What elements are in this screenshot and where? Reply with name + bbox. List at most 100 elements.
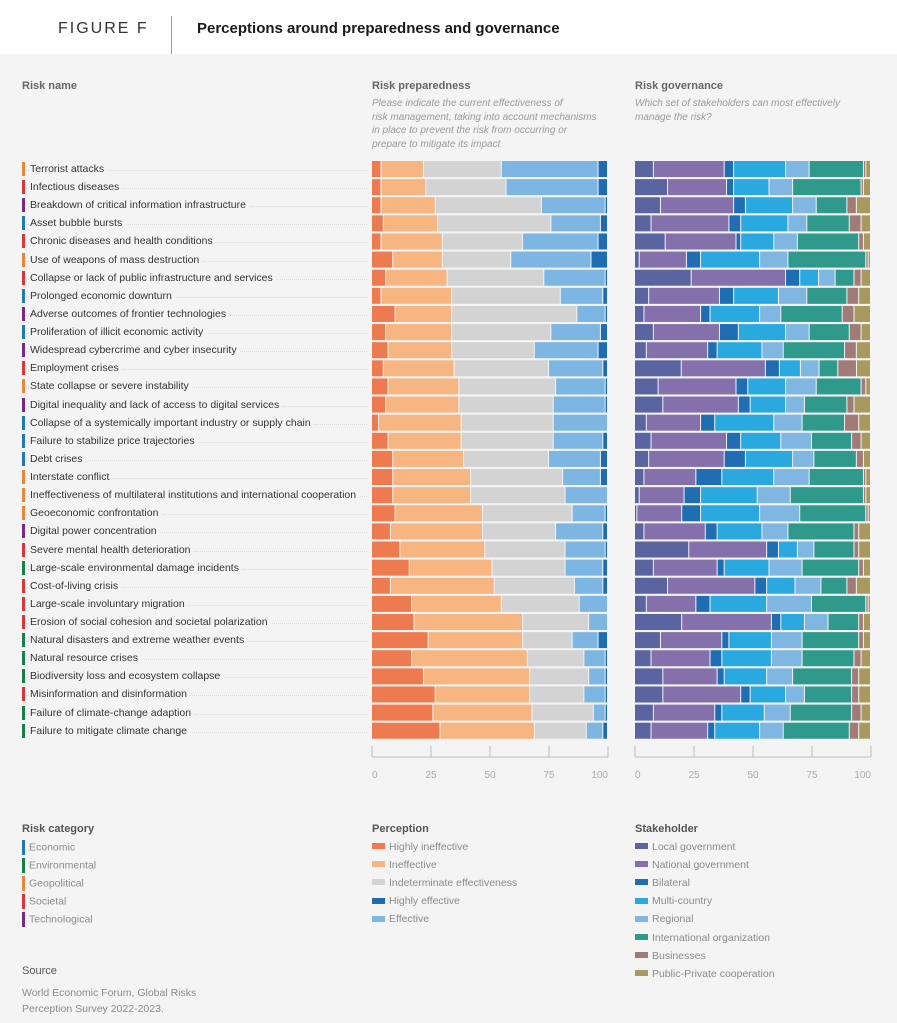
preparedness-bar-segment bbox=[447, 269, 544, 286]
governance-bar-segment bbox=[779, 360, 800, 377]
risk-name: Proliferation of illicit economic activi… bbox=[30, 326, 207, 339]
preparedness-bar-segment bbox=[523, 233, 598, 250]
row-guide-line bbox=[22, 478, 367, 480]
preparedness-bar-segment bbox=[598, 233, 607, 250]
category-stripe bbox=[22, 723, 25, 738]
preparedness-bar-segment bbox=[435, 686, 530, 703]
preparedness-bar-segment bbox=[544, 269, 605, 286]
category-stripe bbox=[22, 180, 25, 195]
governance-bar-segment bbox=[861, 650, 870, 667]
category-stripe bbox=[22, 343, 25, 358]
risk-row-label: Asset bubble bursts bbox=[22, 216, 126, 231]
preparedness-bar-segment bbox=[454, 360, 548, 377]
preparedness-subtitle-line: in place to prevent the risk from occurr… bbox=[372, 125, 568, 136]
governance-bar-segment bbox=[635, 360, 681, 377]
governance-bar-segment bbox=[715, 722, 760, 739]
stakeholder-legend-swatch bbox=[635, 879, 648, 886]
preparedness-bar-segment bbox=[584, 650, 605, 667]
preparedness-bar-segment bbox=[442, 251, 511, 268]
governance-bar-segment bbox=[644, 305, 701, 322]
governance-bar-segment bbox=[738, 324, 786, 341]
category-stripe bbox=[22, 470, 25, 485]
category-stripe bbox=[22, 216, 25, 231]
governance-bar-segment bbox=[856, 360, 870, 377]
preparedness-bar-segment bbox=[600, 450, 607, 467]
governance-bar-segment bbox=[748, 378, 786, 395]
category-legend-title: Risk category bbox=[22, 823, 95, 835]
governance-subtitle: Which set of stakeholders can most effec… bbox=[635, 97, 885, 124]
governance-bar-segment bbox=[771, 614, 781, 630]
preparedness-bar-segment bbox=[372, 650, 412, 667]
preparedness-bar-segment bbox=[603, 577, 607, 594]
preparedness-bar-segment bbox=[372, 450, 393, 467]
category-legend-label: Environmental bbox=[29, 859, 97, 872]
preparedness-bar-segment bbox=[523, 614, 589, 630]
preparedness-bar-segment bbox=[551, 324, 600, 341]
risk-row-label: Cost-of-living crisis bbox=[22, 578, 122, 593]
preparedness-bar-segment bbox=[423, 161, 501, 177]
governance-bar-segment bbox=[637, 505, 682, 522]
preparedness-bar-segment bbox=[603, 360, 607, 377]
source-line: Perception Survey 2022-2023. bbox=[22, 1003, 164, 1015]
governance-bar-segment bbox=[793, 668, 852, 685]
governance-bar-segment bbox=[668, 577, 755, 594]
row-guide-line bbox=[22, 296, 367, 298]
governance-bar-segment bbox=[804, 614, 828, 630]
preparedness-bar-segment bbox=[388, 378, 459, 395]
preparedness-bar-segment bbox=[482, 505, 572, 522]
risk-row-label: Biodiversity loss and ecosystem collapse bbox=[22, 669, 224, 684]
category-stripe bbox=[22, 361, 25, 376]
row-guide-line bbox=[22, 188, 367, 190]
governance-bar-segment bbox=[719, 287, 734, 304]
governance-tick-label: 100 bbox=[854, 770, 871, 781]
stakeholder-legend-swatch bbox=[635, 969, 648, 976]
stakeholder-legend-item: Public-Private cooperation bbox=[635, 967, 775, 981]
risk-row-label: Breakdown of critical information infras… bbox=[22, 198, 249, 213]
governance-bar-segment bbox=[769, 559, 802, 576]
preparedness-bar-segment bbox=[605, 650, 607, 667]
governance-bar-segment bbox=[856, 342, 870, 359]
governance-bar-segment bbox=[859, 414, 870, 431]
risk-name: Chronic diseases and health conditions bbox=[30, 235, 216, 248]
governance-bar-segment bbox=[783, 342, 845, 359]
preparedness-bar-segment bbox=[440, 722, 534, 739]
governance-subtitle-line: Which set of stakeholders can most effec… bbox=[635, 98, 841, 109]
governance-bar-segment bbox=[804, 686, 852, 703]
stakeholder-legend-swatch bbox=[635, 843, 648, 850]
perception-legend-item: Ineffective bbox=[372, 858, 437, 872]
preparedness-subtitle-line: prepare to mitigate its impact bbox=[372, 138, 501, 150]
governance-bar-segment bbox=[816, 378, 861, 395]
category-stripe bbox=[22, 615, 25, 629]
governance-bar-segment bbox=[635, 396, 663, 413]
preparedness-bar-segment bbox=[574, 577, 603, 594]
governance-bar-segment bbox=[660, 197, 734, 214]
preparedness-bar-segment bbox=[593, 704, 605, 721]
preparedness-bar-segment bbox=[459, 378, 556, 395]
governance-bar-segment bbox=[847, 287, 859, 304]
stakeholder-legend-swatch bbox=[635, 951, 648, 958]
governance-bar-segment bbox=[635, 305, 644, 322]
preparedness-bar-segment bbox=[572, 505, 605, 522]
preparedness-bar-segment bbox=[383, 360, 454, 377]
governance-bar-segment bbox=[635, 414, 646, 431]
governance-bar-segment bbox=[783, 722, 849, 739]
preparedness-bar-segment bbox=[393, 487, 471, 504]
governance-bar-segment bbox=[705, 523, 717, 540]
risk-row-label: Debt crises bbox=[22, 451, 86, 466]
governance-bar-segment bbox=[852, 668, 859, 685]
row-guide-line bbox=[22, 224, 367, 226]
governance-bar-segment bbox=[868, 595, 870, 612]
governance-bar-segment bbox=[729, 632, 771, 649]
governance-bar-segment bbox=[866, 378, 870, 395]
row-guide-line bbox=[22, 369, 367, 371]
governance-bar-segment bbox=[701, 505, 760, 522]
governance-bar-segment bbox=[788, 523, 854, 540]
preparedness-bar-segment bbox=[523, 632, 572, 649]
governance-bar-segment bbox=[635, 251, 639, 268]
governance-bar-segment bbox=[682, 505, 701, 522]
preparedness-bar-segment bbox=[605, 704, 607, 721]
preparedness-bar-segment bbox=[461, 414, 553, 431]
preparedness-tick-label: 50 bbox=[484, 770, 496, 781]
governance-bar-segment bbox=[845, 414, 859, 431]
preparedness-tick-label: 75 bbox=[543, 770, 555, 781]
